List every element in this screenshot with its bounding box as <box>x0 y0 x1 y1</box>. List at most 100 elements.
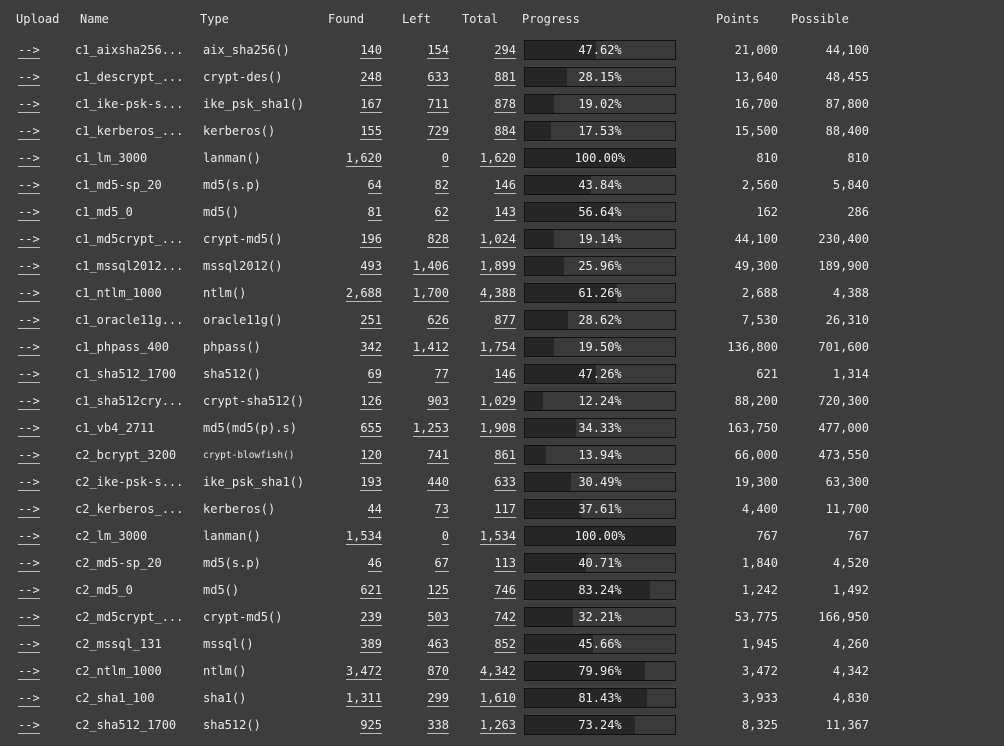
total-link[interactable]: 1,899 <box>479 259 516 275</box>
upload-link[interactable]: --> <box>18 610 40 626</box>
left-link[interactable]: 1,700 <box>412 286 449 302</box>
found-link[interactable]: 167 <box>360 97 382 113</box>
total-link[interactable]: 884 <box>494 124 516 140</box>
upload-link[interactable]: --> <box>18 367 40 383</box>
found-link[interactable]: 342 <box>360 340 382 356</box>
upload-link[interactable]: --> <box>18 583 40 599</box>
found-link[interactable]: 81 <box>367 205 382 221</box>
left-link[interactable]: 0 <box>441 151 449 167</box>
upload-link[interactable]: --> <box>18 475 40 491</box>
total-link[interactable]: 877 <box>494 313 516 329</box>
found-link[interactable]: 126 <box>360 394 382 410</box>
found-link[interactable]: 239 <box>360 610 382 626</box>
left-link[interactable]: 299 <box>427 691 449 707</box>
total-link[interactable]: 1,263 <box>479 718 516 734</box>
found-link[interactable]: 1,534 <box>345 529 382 545</box>
total-link[interactable]: 878 <box>494 97 516 113</box>
total-link[interactable]: 1,908 <box>479 421 516 437</box>
total-link[interactable]: 294 <box>494 43 516 59</box>
total-link[interactable]: 742 <box>494 610 516 626</box>
upload-link[interactable]: --> <box>18 151 40 167</box>
found-link[interactable]: 925 <box>360 718 382 734</box>
found-link[interactable]: 493 <box>360 259 382 275</box>
total-link[interactable]: 143 <box>494 205 516 221</box>
total-link[interactable]: 852 <box>494 637 516 653</box>
left-link[interactable]: 440 <box>427 475 449 491</box>
total-link[interactable]: 146 <box>494 178 516 194</box>
upload-link[interactable]: --> <box>18 70 40 86</box>
left-link[interactable]: 711 <box>427 97 449 113</box>
total-link[interactable]: 1,024 <box>479 232 516 248</box>
total-link[interactable]: 881 <box>494 70 516 86</box>
found-link[interactable]: 46 <box>367 556 382 572</box>
left-link[interactable]: 870 <box>427 664 449 680</box>
found-link[interactable]: 140 <box>360 43 382 59</box>
found-link[interactable]: 44 <box>367 502 382 518</box>
left-link[interactable]: 729 <box>427 124 449 140</box>
found-link[interactable]: 193 <box>360 475 382 491</box>
total-link[interactable]: 113 <box>494 556 516 572</box>
left-link[interactable]: 903 <box>427 394 449 410</box>
left-link[interactable]: 1,412 <box>412 340 449 356</box>
total-link[interactable]: 1,029 <box>479 394 516 410</box>
found-link[interactable]: 1,620 <box>345 151 382 167</box>
upload-link[interactable]: --> <box>18 421 40 437</box>
left-link[interactable]: 0 <box>441 529 449 545</box>
upload-link[interactable]: --> <box>18 286 40 302</box>
left-link[interactable]: 1,253 <box>412 421 449 437</box>
found-link[interactable]: 155 <box>360 124 382 140</box>
left-link[interactable]: 1,406 <box>412 259 449 275</box>
upload-link[interactable]: --> <box>18 124 40 140</box>
left-link[interactable]: 67 <box>434 556 449 572</box>
upload-link[interactable]: --> <box>18 664 40 680</box>
upload-link[interactable]: --> <box>18 205 40 221</box>
found-link[interactable]: 196 <box>360 232 382 248</box>
found-link[interactable]: 1,311 <box>345 691 382 707</box>
upload-link[interactable]: --> <box>18 394 40 410</box>
total-link[interactable]: 633 <box>494 475 516 491</box>
total-link[interactable]: 1,754 <box>479 340 516 356</box>
left-link[interactable]: 633 <box>427 70 449 86</box>
upload-link[interactable]: --> <box>18 340 40 356</box>
left-link[interactable]: 62 <box>434 205 449 221</box>
found-link[interactable]: 64 <box>367 178 382 194</box>
total-link[interactable]: 117 <box>494 502 516 518</box>
found-link[interactable]: 621 <box>360 583 382 599</box>
found-link[interactable]: 120 <box>360 448 382 464</box>
left-link[interactable]: 82 <box>434 178 449 194</box>
found-link[interactable]: 655 <box>360 421 382 437</box>
upload-link[interactable]: --> <box>18 232 40 248</box>
upload-link[interactable]: --> <box>18 259 40 275</box>
found-link[interactable]: 3,472 <box>345 664 382 680</box>
total-link[interactable]: 1,610 <box>479 691 516 707</box>
left-link[interactable]: 741 <box>427 448 449 464</box>
left-link[interactable]: 626 <box>427 313 449 329</box>
total-link[interactable]: 1,534 <box>479 529 516 545</box>
left-link[interactable]: 828 <box>427 232 449 248</box>
left-link[interactable]: 338 <box>427 718 449 734</box>
upload-link[interactable]: --> <box>18 718 40 734</box>
upload-link[interactable]: --> <box>18 43 40 59</box>
total-link[interactable]: 1,620 <box>479 151 516 167</box>
total-link[interactable]: 4,342 <box>479 664 516 680</box>
total-link[interactable]: 4,388 <box>479 286 516 302</box>
found-link[interactable]: 2,688 <box>345 286 382 302</box>
left-link[interactable]: 77 <box>434 367 449 383</box>
left-link[interactable]: 463 <box>427 637 449 653</box>
found-link[interactable]: 248 <box>360 70 382 86</box>
upload-link[interactable]: --> <box>18 178 40 194</box>
upload-link[interactable]: --> <box>18 313 40 329</box>
total-link[interactable]: 146 <box>494 367 516 383</box>
found-link[interactable]: 69 <box>367 367 382 383</box>
upload-link[interactable]: --> <box>18 448 40 464</box>
left-link[interactable]: 503 <box>427 610 449 626</box>
upload-link[interactable]: --> <box>18 529 40 545</box>
upload-link[interactable]: --> <box>18 97 40 113</box>
found-link[interactable]: 389 <box>360 637 382 653</box>
left-link[interactable]: 73 <box>434 502 449 518</box>
left-link[interactable]: 125 <box>427 583 449 599</box>
upload-link[interactable]: --> <box>18 556 40 572</box>
upload-link[interactable]: --> <box>18 637 40 653</box>
upload-link[interactable]: --> <box>18 502 40 518</box>
total-link[interactable]: 861 <box>494 448 516 464</box>
